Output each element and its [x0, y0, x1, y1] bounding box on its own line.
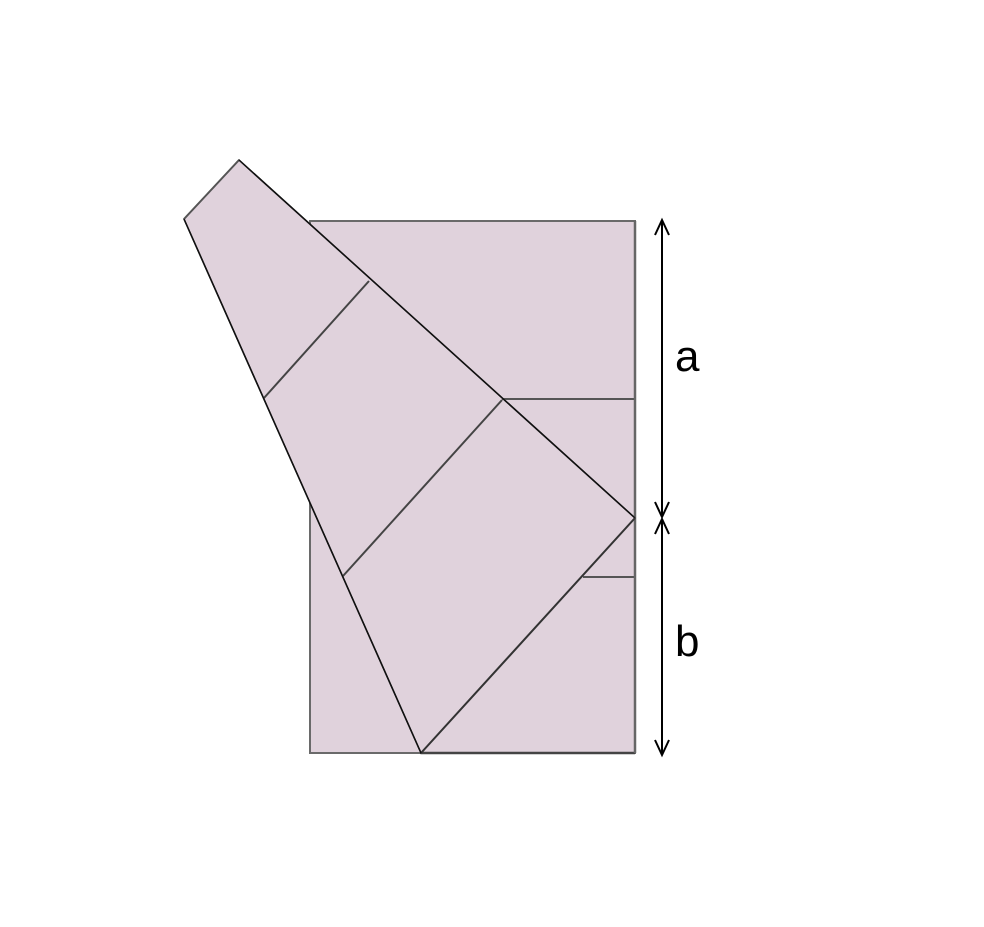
trapezoid-lower-slant	[420, 517, 636, 754]
trapezoid-divider-2	[342, 399, 503, 577]
trapezoid-top-edge	[183, 159, 240, 220]
dimension-arrow-b-bottom-head	[654, 739, 670, 758]
label-b: b	[675, 617, 699, 666]
dimension-arrow-b-top-head	[654, 516, 670, 535]
dimension-arrow-b	[654, 516, 670, 758]
trapezoid-upper-slant	[238, 159, 636, 519]
trapezoid-divider-1	[263, 280, 370, 399]
trapezoid-left-slant	[183, 218, 422, 754]
label-a: a	[675, 332, 700, 381]
dimension-arrow-a-top-head	[654, 217, 670, 236]
